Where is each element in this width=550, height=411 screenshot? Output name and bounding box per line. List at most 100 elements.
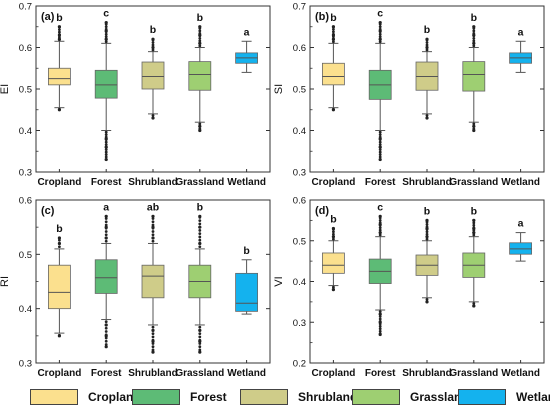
outlier-point [104, 233, 108, 237]
panel-a: 0.30.40.50.60.7EI(a) bCroplandcForestbShr… [0, 2, 271, 188]
outlier-point [104, 330, 108, 333]
significance-letter: a [103, 201, 109, 213]
outlier-point [151, 214, 155, 218]
outlier-point [104, 133, 108, 137]
legend-label-grassland: Grassland [410, 390, 469, 404]
outlier-point [472, 34, 476, 38]
outlier-point [425, 220, 429, 224]
y-tick-label: 0.5 [293, 85, 306, 96]
box-forest: c Forest [365, 201, 396, 379]
outlier-point [425, 43, 429, 47]
significance-letter: b [471, 205, 477, 217]
significance-letter: c [377, 201, 383, 213]
outlier-point [378, 310, 382, 314]
outlier-point [104, 32, 108, 36]
box-shrubland: b Shrubland [402, 205, 451, 379]
outlier-point [378, 135, 382, 139]
outlier-point [332, 27, 335, 31]
outlier-point [472, 39, 476, 43]
outlier-point [151, 348, 155, 352]
significance-letter: b [330, 214, 336, 226]
outlier-point [58, 333, 61, 337]
x-tick-label: Forest [91, 177, 122, 188]
y-tick-label: 0.6 [293, 43, 306, 54]
outlier-point [332, 37, 335, 41]
outlier-point [104, 25, 108, 29]
box-iqr [141, 264, 165, 299]
outlier-point [151, 41, 155, 44]
outlier-point [378, 138, 382, 142]
outlier-point [425, 230, 429, 234]
outlier-point [58, 38, 61, 42]
outlier-point [104, 27, 108, 31]
x-tick-label: Shrubland [402, 177, 451, 188]
outlier-point [151, 325, 155, 329]
outlier-point [472, 226, 476, 230]
outlier-point [378, 32, 382, 36]
box-iqr [141, 61, 165, 90]
outlier-point [332, 237, 335, 241]
box-forest: a Forest [91, 201, 122, 379]
outlier-point [472, 31, 476, 35]
outlier-point [198, 222, 202, 226]
outlier-point [151, 46, 155, 49]
outlier-point [104, 239, 108, 243]
outlier-point [378, 231, 382, 235]
outlier-point [378, 130, 382, 134]
outlier-point [378, 150, 382, 154]
x-tick-label: Cropland [37, 368, 81, 379]
outlier-point [198, 124, 202, 128]
outlier-point [151, 239, 155, 243]
legend-swatch-shrubland [240, 389, 288, 405]
outlier-point [198, 345, 202, 349]
outlier-point [472, 27, 476, 30]
outlier-point [198, 127, 202, 131]
significance-letter: b [56, 223, 62, 235]
legend-label-shrubland: Shrubland [298, 390, 358, 404]
box-iqr [321, 62, 345, 86]
outlier-point [104, 35, 108, 39]
outlier-point [378, 140, 382, 144]
outlier-point [151, 114, 155, 117]
x-tick-label: Forest [365, 177, 396, 188]
outlier-point [151, 345, 155, 349]
outlier-point [198, 219, 202, 223]
box-iqr [462, 61, 486, 92]
outlier-point [425, 116, 429, 120]
outlier-point [104, 236, 108, 240]
outlier-point [198, 36, 202, 40]
outlier-point [58, 35, 61, 39]
significance-letter: b [330, 12, 336, 24]
panel-label: (c) [41, 205, 55, 217]
outlier-point [151, 116, 155, 120]
y-tick-label: 0.3 [293, 318, 306, 329]
outlier-point [332, 25, 335, 29]
outlier-point [198, 242, 202, 245]
box-forest: c Forest [365, 8, 396, 188]
outlier-point [472, 124, 476, 128]
outlier-point [425, 232, 429, 236]
box-grassland: b Grassland [449, 205, 498, 379]
y-tick-label: 0.3 [19, 359, 32, 370]
significance-letter: a [244, 26, 250, 38]
outlier-point [151, 48, 155, 52]
x-tick-label: Wetland [501, 368, 540, 379]
outlier-point [472, 304, 476, 308]
outlier-point [332, 35, 335, 39]
outlier-point [104, 145, 108, 149]
outlier-point [472, 218, 476, 222]
box-wetland: a Wetland [501, 218, 540, 379]
box-wetland: a Wetland [501, 26, 540, 188]
x-tick-label: Grassland [449, 177, 498, 188]
panel-c: 0.30.40.50.6RI(c)bCroplandaForestabShrub… [0, 196, 271, 379]
legend-label-cropland: Cropland [88, 390, 141, 404]
outlier-point [198, 215, 202, 219]
outlier-point [104, 323, 108, 327]
outlier-point [378, 327, 382, 331]
significance-letter: c [377, 8, 383, 20]
x-tick-label: Wetland [227, 177, 266, 188]
outlier-point [378, 22, 382, 26]
outlier-point [378, 226, 382, 230]
outlier-point [198, 29, 202, 33]
outlier-point [472, 41, 476, 45]
